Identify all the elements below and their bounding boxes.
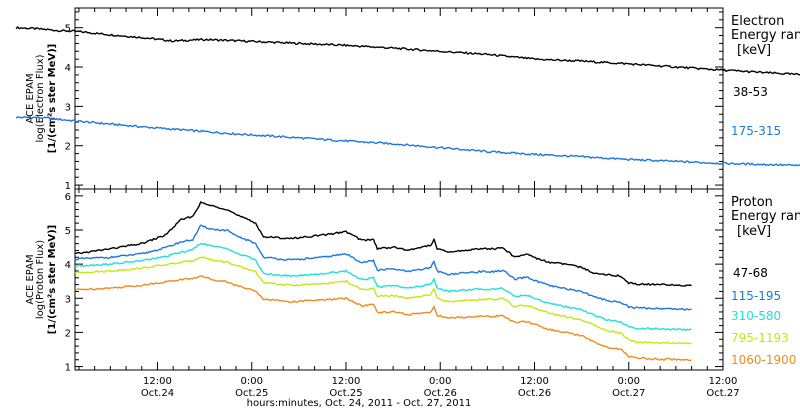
- proton-legend-entry: 795-1193: [731, 331, 789, 345]
- proton-panel: 1 2 3 4 5 6 ACE EPAM log(Proton Flux) [1/(cm²s s…: [25, 188, 800, 399]
- proton-legend-unit: [keV]: [737, 224, 771, 239]
- x-tick-time-label: 0:00: [429, 376, 451, 387]
- x-tick-time-label: 0:00: [618, 376, 640, 387]
- proton-legend-title: Proton: [731, 195, 773, 210]
- proton-y-tick-label: 6: [65, 192, 71, 203]
- proton-legend-entry: 47-68: [733, 266, 768, 280]
- proton-legend-entry: 1060-1900: [731, 353, 796, 367]
- x-tick-date-label: Oct.26: [424, 388, 457, 399]
- x-axis-label: hours:minutes, Oct. 24, 2011 - Oct. 27, …: [247, 398, 472, 409]
- electron-series-175-315: [15, 116, 800, 167]
- x-tick-time-label: 12:00: [332, 376, 361, 387]
- x-tick-time-label: 12:00: [520, 376, 549, 387]
- electron-legend-entry: 175-315: [731, 124, 781, 138]
- electron-legend-subtitle: Energy ran: [731, 28, 800, 43]
- electron-y-axis-label: [1/(cm²s ster MeV)]: [47, 44, 58, 153]
- proton-y-tick-label: 5: [65, 226, 71, 237]
- x-tick-date-label: Oct.24: [141, 388, 174, 399]
- proton-series-1060-1900: [75, 275, 692, 362]
- proton-y-tick-label: 1: [65, 363, 71, 374]
- proton-y-axis-label: log(Proton Flux): [35, 240, 46, 319]
- proton-series-310-580: [74, 242, 692, 332]
- electron-panel: 1 2 3 4 5 ACE EPAM log(Electron Flux) [1/(cm²s …: [15, 7, 800, 192]
- electron-series-38-53: [15, 26, 800, 76]
- proton-legend-entry: 115-195: [731, 289, 781, 303]
- proton-legend-subtitle: Energy ran: [731, 209, 800, 224]
- proton-series-795-1193: [74, 256, 692, 345]
- proton-frame: [74, 188, 724, 371]
- electron-y-axis-label: ACE EPAM: [25, 73, 36, 123]
- x-tick-time-label: 12:00: [143, 376, 172, 387]
- proton-y-axis-label: [1/(cm²s ster MeV)]: [47, 225, 58, 334]
- x-tick-date-label: Oct.27: [612, 388, 645, 399]
- x-tick-date-label: Oct.25: [235, 388, 268, 399]
- electron-frame: [74, 7, 724, 190]
- electron-y-tick-label: 5: [65, 24, 71, 35]
- x-tick-date-label: Oct.26: [518, 388, 551, 399]
- proton-y-tick-label: 3: [65, 294, 71, 305]
- electron-legend-title: Electron: [731, 14, 784, 29]
- proton-y-axis-label: ACE EPAM: [25, 254, 36, 304]
- electron-y-tick-label: 2: [65, 142, 71, 153]
- proton-legend-entry: 310-580: [731, 309, 781, 323]
- x-tick-date-label: Oct.25: [329, 388, 362, 399]
- electron-y-tick-label: 4: [65, 63, 71, 74]
- electron-legend-entry: 38-53: [733, 85, 768, 99]
- electron-legend-unit: [keV]: [737, 43, 771, 58]
- proton-series-115-195: [74, 224, 692, 311]
- electron-y-tick-label: 3: [65, 102, 71, 113]
- proton-y-tick-label: 2: [65, 328, 71, 339]
- proton-series-47-68: [74, 201, 692, 287]
- x-tick-time-label: 0:00: [240, 376, 262, 387]
- proton-y-tick-label: 4: [65, 260, 71, 271]
- electron-y-tick-label: 1: [65, 181, 71, 192]
- electron-y-axis-label: log(Electron Flux): [35, 54, 46, 142]
- x-tick-date-label: Oct.27: [706, 388, 739, 399]
- x-tick-time-label: 12:00: [709, 376, 738, 387]
